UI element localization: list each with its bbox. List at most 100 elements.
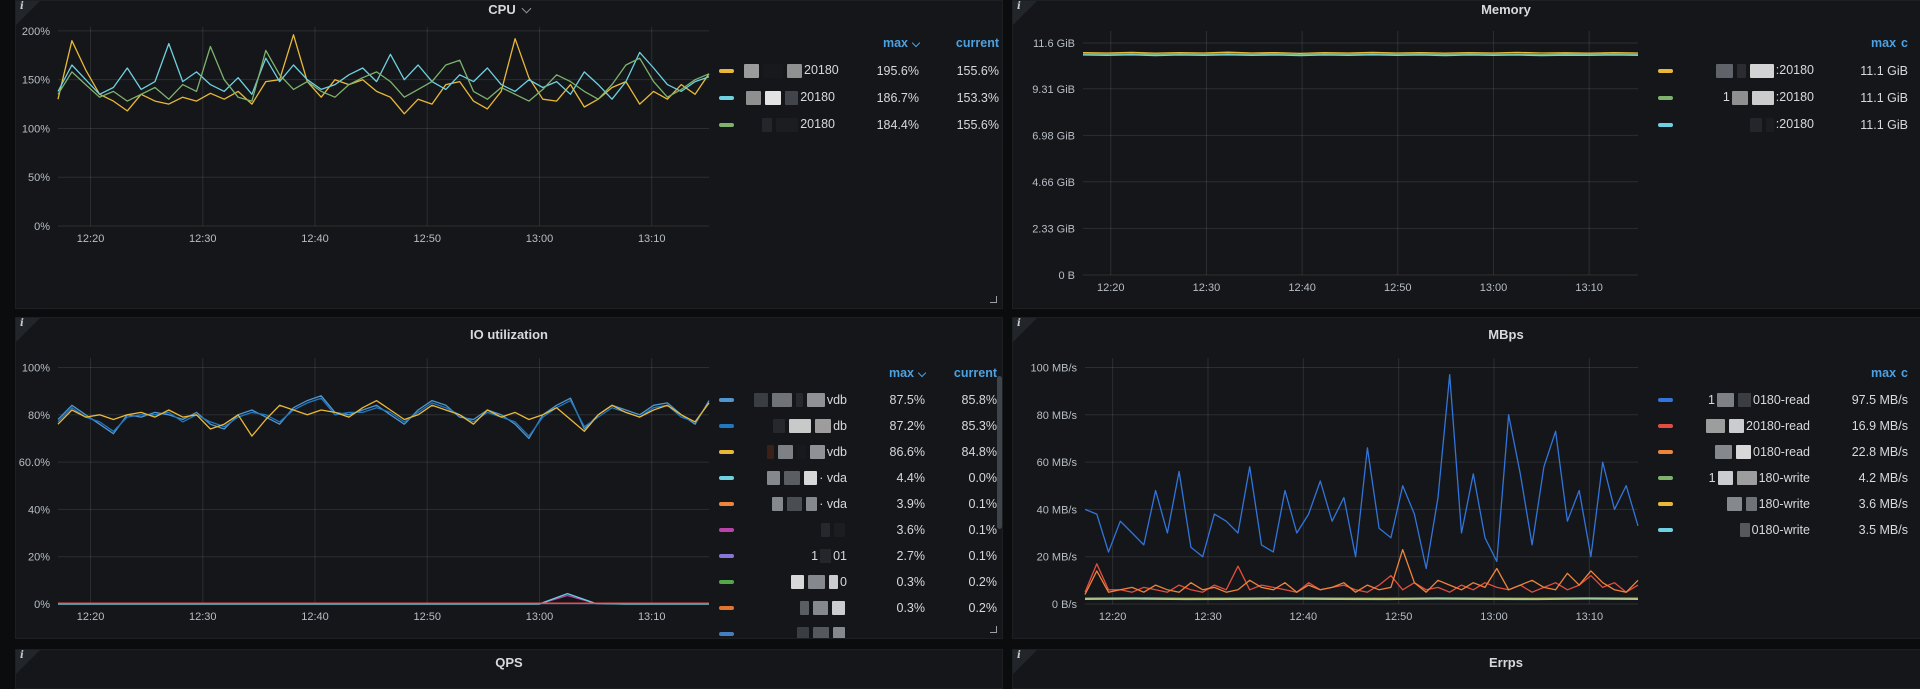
legend-value-max: 3.6% xyxy=(861,523,925,537)
series-label[interactable]: db xyxy=(742,419,861,434)
series-color-dash xyxy=(1658,450,1673,454)
redaction-box xyxy=(1706,419,1725,433)
svg-text:100%: 100% xyxy=(22,123,50,135)
panel-title-qps[interactable]: QPS xyxy=(16,655,1002,670)
svg-text:13:10: 13:10 xyxy=(1575,282,1603,294)
series-label[interactable]: 0 xyxy=(742,575,861,590)
redaction-box xyxy=(1715,445,1732,459)
legend-value-current: 85.8% xyxy=(925,393,997,407)
panel-resize-handle[interactable] xyxy=(990,626,997,633)
svg-text:60 MB/s: 60 MB/s xyxy=(1037,457,1078,469)
series-label[interactable]: vdb xyxy=(742,445,861,460)
redaction-box xyxy=(789,419,811,433)
legend-value-max: 11.1 GiB xyxy=(1828,64,1908,78)
legend-value-current: 153.3% xyxy=(919,91,999,105)
redaction-box xyxy=(785,91,798,105)
legend-sort-current[interactable]: c xyxy=(1901,36,1908,50)
series-label[interactable]: 1:20180 xyxy=(1681,90,1828,105)
svg-text:12:30: 12:30 xyxy=(189,611,217,623)
legend-value-current: 0.2% xyxy=(925,575,997,589)
legend-value-current: 0.0% xyxy=(925,471,997,485)
redaction-box xyxy=(829,575,838,589)
series-label[interactable]: :20180 xyxy=(1681,63,1828,78)
redaction-box xyxy=(1727,497,1742,511)
series-label[interactable] xyxy=(742,523,861,538)
series-color-dash xyxy=(719,580,734,584)
series-line xyxy=(58,594,709,604)
svg-text:0 B: 0 B xyxy=(1058,270,1075,282)
legend-value-current: 85.3% xyxy=(925,419,997,433)
series-label[interactable]: 20180 xyxy=(742,90,849,105)
series-label[interactable] xyxy=(742,627,861,639)
series-label[interactable]: 0180-read xyxy=(1681,445,1824,460)
legend-sort-max[interactable]: max xyxy=(849,36,919,50)
redaction-box xyxy=(791,575,804,589)
legend-row: 0.3%0.2% xyxy=(719,595,997,621)
series-label[interactable]: 20180 xyxy=(742,117,849,132)
series-label[interactable]: · vda xyxy=(742,497,861,512)
svg-text:12:40: 12:40 xyxy=(1290,611,1318,623)
legend-sort-max[interactable]: max xyxy=(1816,36,1896,50)
series-label[interactable]: 20180 xyxy=(742,63,849,78)
legend-sort-current[interactable]: current xyxy=(925,366,997,380)
redaction-box xyxy=(1750,64,1774,78)
legend-value-current: 0.2% xyxy=(925,601,997,615)
series-label[interactable]: 20180-read xyxy=(1681,419,1824,434)
svg-text:12:30: 12:30 xyxy=(1193,282,1221,294)
svg-text:0%: 0% xyxy=(34,221,50,233)
series-label[interactable] xyxy=(742,601,861,616)
svg-text:13:00: 13:00 xyxy=(1480,282,1508,294)
series-color-dash xyxy=(719,632,734,636)
series-label[interactable]: vdb xyxy=(742,393,861,408)
panel-title-errps[interactable]: Errps xyxy=(1013,655,1920,670)
series-color-dash xyxy=(719,554,734,558)
legend-value-max: 0.3% xyxy=(861,601,925,615)
redaction-box xyxy=(834,523,845,537)
panel-resize-handle[interactable] xyxy=(990,296,997,303)
svg-text:20%: 20% xyxy=(28,552,50,564)
svg-text:13:10: 13:10 xyxy=(638,611,666,623)
redaction-box xyxy=(797,445,806,459)
series-label[interactable]: · vda xyxy=(742,471,861,486)
legend-sort-max[interactable]: max xyxy=(861,366,925,380)
series-label[interactable]: 180-write xyxy=(1681,497,1824,512)
legend-value-max: 87.5% xyxy=(861,393,925,407)
series-label[interactable]: 0180-write xyxy=(1681,523,1824,538)
legend-sort-current[interactable]: c xyxy=(1901,366,1908,380)
legend-value-max: 184.4% xyxy=(849,118,919,132)
redaction-box xyxy=(762,118,772,132)
panel-errps: i Errps xyxy=(1012,649,1920,689)
svg-text:80%: 80% xyxy=(28,410,50,422)
redaction-box xyxy=(763,64,783,78)
legend-sort-max[interactable]: max xyxy=(1812,366,1896,380)
legend-sort-current[interactable]: current xyxy=(919,36,999,50)
series-label[interactable]: :20180 xyxy=(1681,117,1828,132)
redaction-box xyxy=(1737,64,1746,78)
redaction-box xyxy=(796,393,803,407)
svg-text:12:20: 12:20 xyxy=(77,233,105,245)
series-color-dash xyxy=(719,69,734,73)
series-line xyxy=(1083,55,1638,56)
legend-scrollbar-thumb[interactable] xyxy=(997,376,1002,529)
redaction-box xyxy=(1716,64,1733,78)
panel-qps: i QPS xyxy=(15,649,1003,689)
series-line xyxy=(58,47,709,102)
redaction-box xyxy=(767,445,774,459)
legend-value-max: 86.6% xyxy=(861,445,925,459)
redaction-box xyxy=(784,471,800,485)
redaction-box xyxy=(810,445,825,459)
